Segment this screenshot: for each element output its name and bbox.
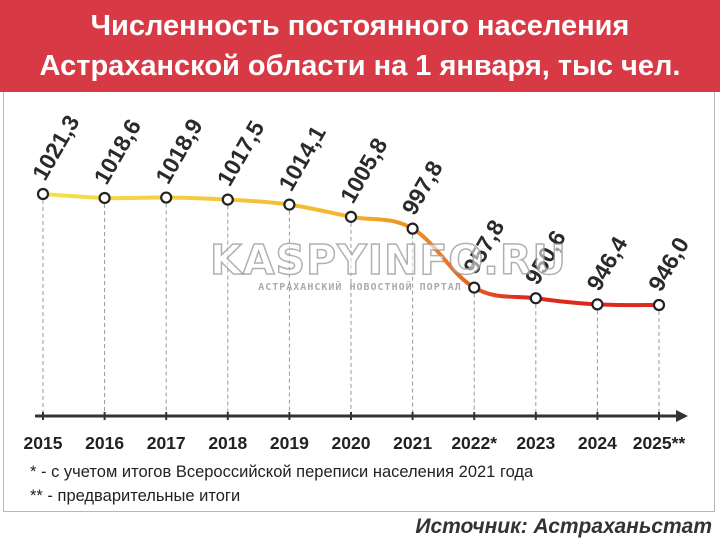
data-point [36, 187, 50, 201]
data-label: 997,8 [396, 156, 447, 219]
vertical-guides [42, 200, 660, 416]
x-axis-arrow [676, 410, 688, 422]
data-label: 950,6 [520, 226, 571, 289]
chart-frame [3, 92, 715, 512]
population-line [41, 192, 661, 308]
data-point [406, 222, 419, 235]
data-point [98, 191, 111, 205]
data-point [283, 198, 296, 211]
data-label: 1018,6 [88, 115, 146, 189]
data-label: 1017,5 [212, 116, 270, 190]
data-label: 1021,3 [27, 111, 85, 185]
x-tick-label: 2017 [147, 433, 186, 453]
chart-title: Численность постоянного населения Астрах… [0, 0, 720, 92]
data-label: 946,4 [581, 232, 632, 295]
footnote-preliminary: ** - предварительные итоги [30, 487, 241, 505]
x-tick-label: 2015 [24, 433, 63, 453]
chart-title-line-2: Астраханской области на 1 января, тыс че… [39, 50, 681, 82]
source-label: Источник: Астраханьстат [415, 515, 712, 538]
x-tick-label: 2021 [393, 433, 432, 453]
data-points [36, 187, 666, 312]
x-tick-labels: 2015 2016 2017 2018 2019 2020 2021 2022* 2023 202… [24, 433, 686, 453]
x-tick-label: 2025** [633, 433, 686, 453]
chart-title-line-1: Численность постоянного населения [90, 10, 630, 42]
x-tick-label: 2019 [270, 433, 309, 453]
data-point [468, 281, 481, 294]
x-tick-label: 2018 [208, 433, 247, 453]
data-label: 1018,9 [150, 114, 208, 188]
data-point [221, 193, 234, 206]
x-tick-label: 2020 [332, 433, 371, 453]
x-tick-label: 2022* [451, 433, 497, 453]
data-point [652, 298, 666, 312]
x-tick-label: 2016 [85, 433, 124, 453]
footnote-census: * - с учетом итогов Всероссийской перепи… [30, 463, 534, 481]
data-label: 1014,1 [273, 121, 331, 195]
data-point [344, 210, 358, 223]
data-labels: 1021,3 1018,6 1018,9 1017,5 1014,1 1005,8 997,… [27, 111, 694, 296]
data-label: 957,8 [458, 215, 509, 278]
data-point [591, 298, 604, 311]
x-tick-label: 2023 [516, 433, 555, 453]
data-point [160, 191, 173, 204]
data-label: 946,0 [643, 233, 694, 296]
x-tick-label: 2024 [578, 433, 617, 453]
data-point [529, 292, 542, 305]
data-label: 1005,8 [335, 133, 393, 207]
x-axis [35, 410, 688, 422]
